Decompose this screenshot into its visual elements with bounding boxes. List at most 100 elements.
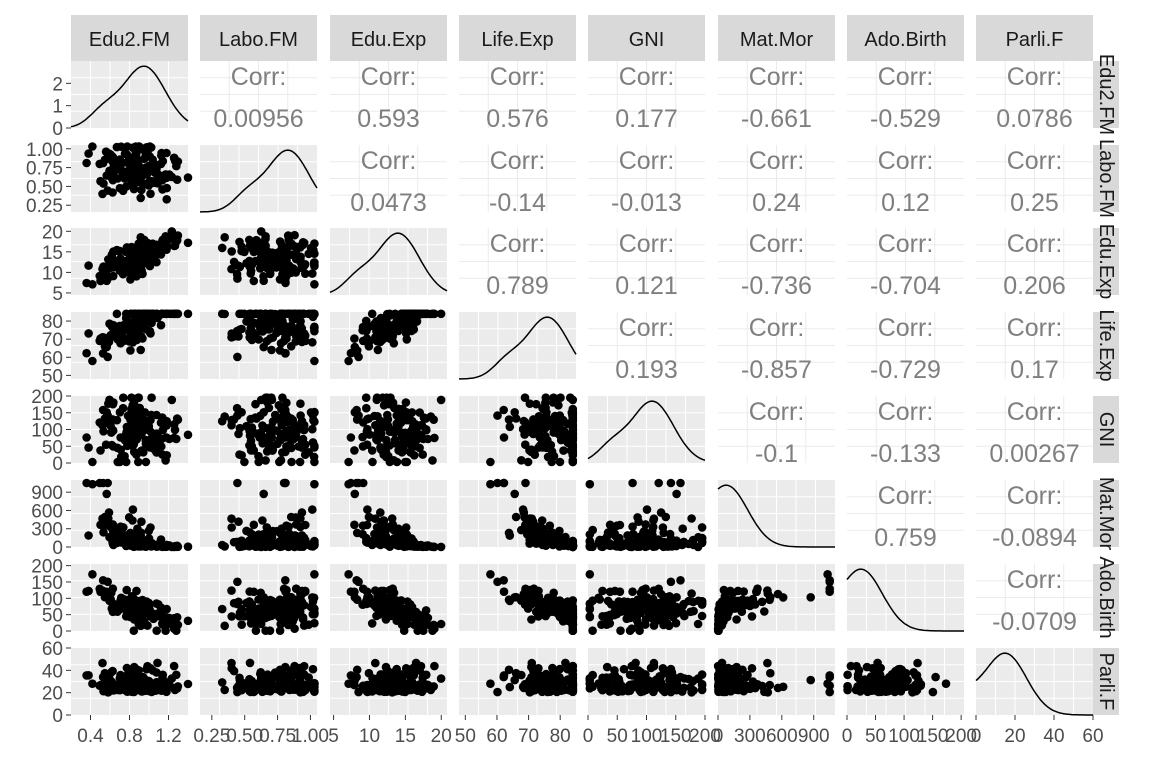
scatter-point [530, 450, 540, 460]
scatter-point [249, 446, 259, 455]
y-tick-label: 40 [42, 661, 63, 682]
panel-1-6: Corr: 0.12 [847, 145, 964, 217]
scatter-point [84, 149, 93, 158]
scatter-point [143, 661, 152, 671]
scatter-point [766, 592, 775, 602]
scatter-point [234, 429, 243, 439]
scatter-point [521, 478, 530, 488]
scatter-point [585, 479, 595, 489]
scatter-point [901, 668, 911, 678]
scatter-point [242, 258, 251, 268]
scatter-point [140, 415, 149, 425]
scatter-point [297, 443, 307, 452]
scatter-point [411, 309, 421, 319]
scatter-point [119, 679, 128, 689]
scatter-point [588, 626, 597, 635]
scatter-point [141, 163, 151, 172]
scatter-point [679, 599, 689, 609]
corr-value: 0.593 [357, 105, 420, 133]
scatter-point [310, 618, 319, 628]
scatter-point [98, 405, 108, 415]
scatter-point [308, 338, 317, 347]
scatter-point [153, 658, 162, 668]
scatter-point [679, 537, 689, 547]
scatter-point [118, 537, 128, 547]
scatter-point [88, 356, 97, 366]
panel-2-3: Corr: 0.789 [459, 228, 576, 300]
scatter-point [615, 520, 625, 530]
scatter-point [728, 588, 738, 598]
column-strip [588, 15, 705, 61]
corr-value: -0.0709 [992, 608, 1077, 636]
scatter-point [518, 505, 528, 514]
scatter-point [134, 666, 144, 675]
scatter-point [284, 522, 294, 531]
scatter-point [399, 439, 409, 449]
scatter-point [82, 158, 91, 168]
density-curve [459, 316, 577, 380]
scatter-point [227, 523, 236, 532]
scatter-point [119, 523, 128, 532]
scatter-point [283, 231, 293, 240]
scatter-point [568, 395, 578, 405]
scatter-point [172, 684, 182, 693]
scatter-point [142, 309, 152, 319]
y-tick-label: 1 [52, 97, 63, 118]
scatter-point [254, 595, 263, 604]
scatter-point [254, 451, 263, 461]
corr-value: 0.193 [615, 356, 678, 384]
scatter-point [279, 478, 289, 488]
scatter-point [616, 626, 625, 635]
scatter-point [617, 541, 626, 550]
scatter-point [144, 181, 154, 190]
scatter-point [634, 517, 643, 526]
scatter-point [301, 520, 310, 530]
y-tick-label: 15 [42, 243, 63, 264]
corr-value: 0.177 [615, 105, 678, 133]
scatter-point [113, 156, 122, 166]
scatter-point [851, 685, 861, 695]
y-tick-label: 80 [42, 312, 63, 333]
scatter-point [127, 675, 137, 685]
corr-label: Corr: [361, 147, 417, 175]
panel-3-7: Corr: 0.17 [976, 312, 1093, 384]
panel-4-5: Corr: -0.1 [718, 396, 835, 468]
scatter-point [909, 668, 918, 677]
density-curve [587, 400, 706, 462]
x-tick-label: 150 [917, 726, 949, 747]
y-tick-label: 20 [42, 684, 63, 705]
scatter-point [306, 602, 316, 612]
corr-label: Corr: [878, 63, 934, 91]
scatter-point [665, 538, 674, 548]
scatter-point [859, 682, 869, 691]
corr-value: 0.0786 [996, 105, 1072, 133]
x-tick-label: 80 [550, 726, 571, 747]
density-curve [846, 568, 964, 632]
scatter-point [362, 403, 371, 413]
scatter-point [617, 681, 626, 690]
scatter-point [252, 541, 261, 551]
scatter-point [672, 678, 682, 688]
y-tick-label: 5 [52, 284, 63, 305]
scatter-point [634, 541, 643, 551]
panel-2-6: Corr: -0.704 [847, 228, 964, 300]
x-tick-label: 0.75 [259, 726, 296, 747]
scatter-point [235, 237, 244, 247]
scatter-point [141, 457, 151, 467]
scatter-point [282, 398, 291, 408]
scatter-point [679, 683, 689, 693]
x-tick-label: 0.8 [116, 726, 142, 747]
y-tick-label: 0 [52, 622, 63, 643]
scatter-point [403, 429, 412, 439]
row-strip [1092, 312, 1119, 379]
scatter-point [310, 356, 319, 366]
scatter-point [100, 155, 110, 165]
scatter-point [129, 184, 139, 194]
scatter-point [309, 452, 319, 462]
scatter-point [161, 456, 170, 465]
scatter-point [232, 326, 242, 336]
scatter-point [297, 329, 307, 338]
corr-value: -0.729 [870, 356, 941, 384]
scatter-point [666, 478, 676, 488]
scatter-point [654, 478, 663, 488]
